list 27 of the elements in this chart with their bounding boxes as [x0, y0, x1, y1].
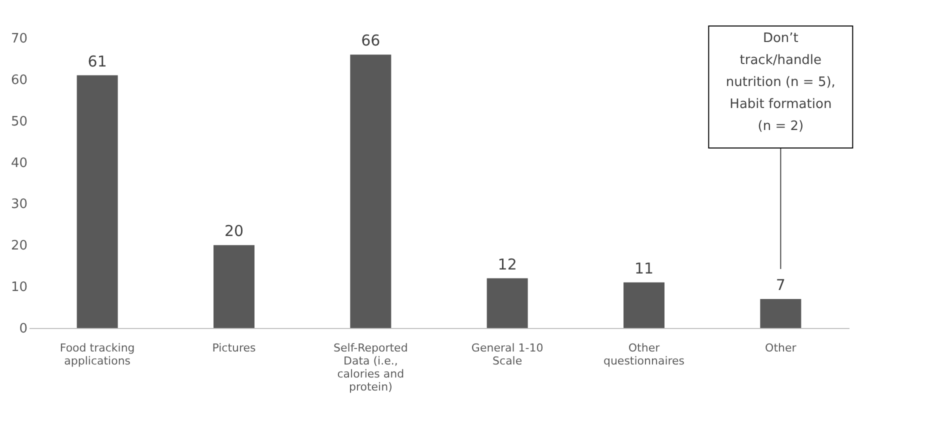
bar	[214, 245, 254, 328]
x-tick-label: Other questionnaires	[603, 342, 685, 368]
data-label: 7	[776, 276, 786, 294]
bar	[624, 282, 664, 328]
bar	[350, 54, 392, 328]
y-tick-label: 20	[10, 238, 28, 254]
y-tick-label: 40	[10, 156, 28, 171]
bar	[760, 299, 802, 328]
x-tick-label: Food tracking applications	[60, 342, 135, 368]
data-label: 61	[88, 52, 107, 70]
annotation: Don’t track/handle nutrition (n = 5), Habit formation (n = 2)	[726, 31, 836, 134]
data-label: 66	[361, 32, 380, 50]
y-tick-label: 70	[10, 32, 28, 46]
x-tick-label: Pictures	[212, 342, 256, 354]
x-tick-label: General 1-10 Scale	[471, 342, 544, 368]
data-label: 12	[498, 255, 517, 274]
y-tick-label: 60	[10, 72, 28, 88]
y-tick-label: 50	[10, 114, 28, 130]
data-label: 11	[634, 259, 654, 278]
y-tick-label: 0	[19, 322, 28, 336]
data-label: 20	[224, 222, 244, 240]
y-tick-label: 30	[10, 197, 28, 212]
x-tick-label: Self-Reported Data (i.e., calories and protein)	[334, 342, 408, 394]
bar	[486, 278, 528, 328]
x-tick-label: Other	[765, 342, 797, 354]
bar	[76, 75, 118, 328]
y-tick-label: 10	[10, 280, 28, 296]
